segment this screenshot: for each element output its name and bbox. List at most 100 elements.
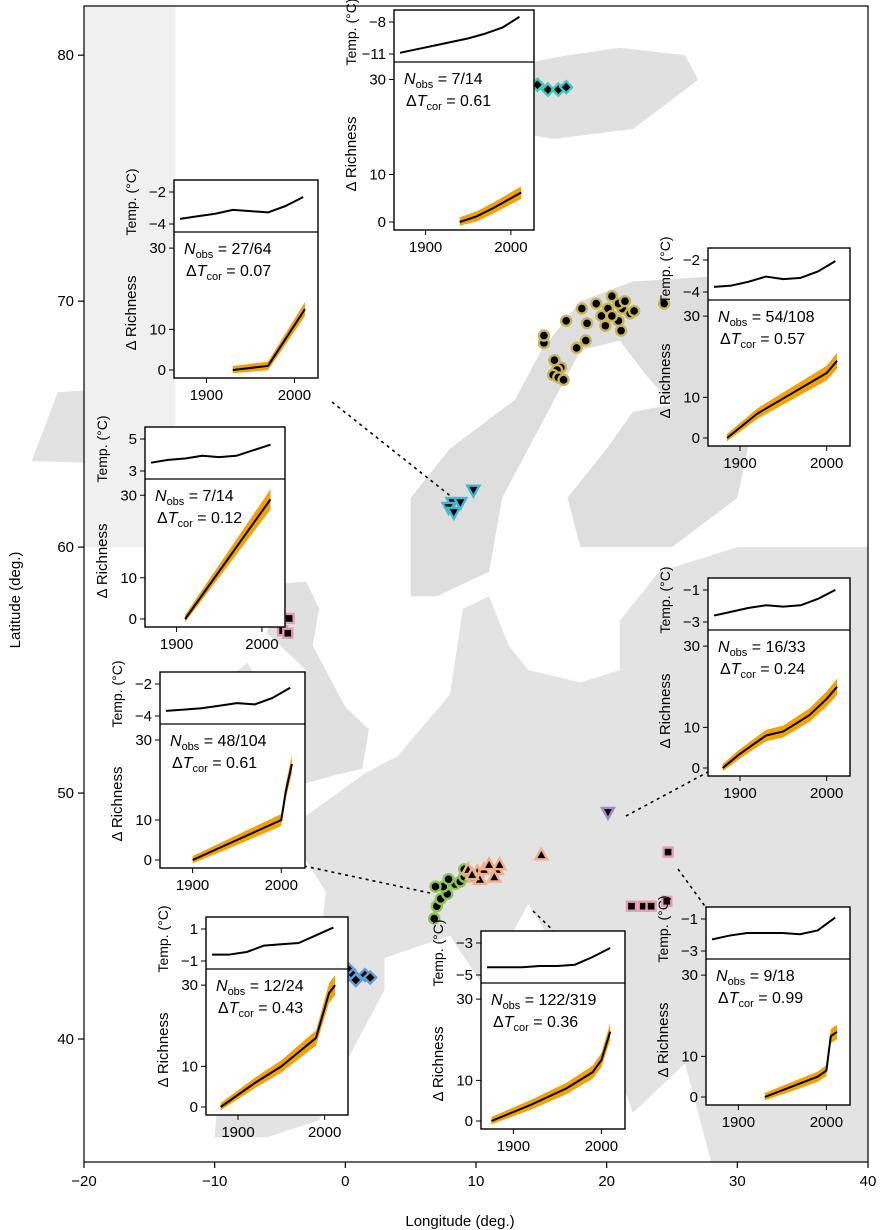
site-marker-carpathians_south <box>661 895 673 907</box>
richness-axis-label: Δ Richness <box>155 1012 172 1087</box>
site-marker-eastern_alps <box>533 846 550 861</box>
temp-tick-label: 5 <box>129 431 137 448</box>
temp-tick-label: −3 <box>681 943 698 960</box>
richness-line <box>726 360 838 439</box>
inset-dtcor: ΔTcor = 0.99 <box>718 990 803 1010</box>
richness-line <box>764 1031 838 1098</box>
temperature-line <box>179 196 304 220</box>
site-marker-scandes_south <box>465 484 482 500</box>
site-marker-pyrenees <box>362 969 378 986</box>
site-marker-scandes_north <box>575 302 589 315</box>
temp-tick-label: −4 <box>135 708 152 725</box>
connector-line <box>303 865 431 894</box>
richness-tick-label: 10 <box>149 321 166 338</box>
connector-line <box>331 401 454 499</box>
richness-band <box>232 301 305 374</box>
x-tick-label: 0 <box>341 1173 349 1190</box>
richness-tick-label: 10 <box>683 719 700 736</box>
richness-line <box>184 498 272 620</box>
site-marker-scandes_north <box>627 304 641 318</box>
temperature-line <box>711 916 836 941</box>
temp-tick-label: −11 <box>362 46 386 63</box>
year-tick-label: 2000 <box>308 1124 341 1141</box>
richness-line <box>459 191 522 223</box>
richness-tick-label: 30 <box>681 967 698 984</box>
temperature-line <box>399 15 521 54</box>
x-tick-label: 40 <box>860 1173 877 1190</box>
richness-axis-label: Δ Richness <box>657 673 674 748</box>
temp-tick-label: −1 <box>181 953 198 970</box>
year-tick-label: 1900 <box>176 877 209 894</box>
year-tick-label: 2000 <box>810 455 843 472</box>
richness-axis-label: Δ Richness <box>94 523 111 598</box>
richness-band <box>764 1024 837 1101</box>
site-marker-eastern_alps <box>481 855 498 871</box>
inset-nobs: Nobs = 48/104 <box>170 733 267 753</box>
site-marker-scandes_south <box>445 506 462 522</box>
y-tick-label: 50 <box>57 785 74 802</box>
temp-axis-label: Temp. (°C) <box>343 0 359 66</box>
inset-nobs: Nobs = 9/18 <box>716 968 795 988</box>
site-marker-scandes_north <box>570 341 583 355</box>
inset-nobs: Nobs = 12/24 <box>216 978 304 998</box>
temp-tick-label: −5 <box>456 967 473 984</box>
year-tick-label: 1900 <box>497 1138 530 1155</box>
richness-line <box>232 308 306 371</box>
temp-tick-label: −3 <box>456 935 473 952</box>
richness-line <box>192 763 293 861</box>
inset-dtcor: ΔTcor = 0.57 <box>720 331 805 351</box>
y-tick-label: 60 <box>57 539 74 556</box>
inset-dtcor: ΔTcor = 0.61 <box>172 755 257 775</box>
temp-axis-label: Temp. (°C) <box>430 919 446 986</box>
site-marker-carpathians_north <box>599 806 617 822</box>
richness-tick-label: 10 <box>681 1048 698 1065</box>
site-marker-scandes_north <box>590 297 603 310</box>
x-tick-label: −10 <box>202 1173 227 1190</box>
richness-axis-label: Δ Richness <box>655 1002 672 1077</box>
x-tick-label: 10 <box>468 1173 485 1190</box>
inset-dtcor: ΔTcor = 0.36 <box>493 1014 578 1034</box>
site-marker-carpathians_south <box>645 900 657 912</box>
site-marker-scandes_south <box>452 496 469 512</box>
temp-tick-label: −2 <box>683 252 700 269</box>
richness-tick-label: 30 <box>149 240 166 257</box>
site-marker-eastern_alps <box>491 855 508 871</box>
land-scandinavia <box>410 276 764 597</box>
richness-tick-label: 0 <box>692 430 700 447</box>
land-svalbard <box>489 47 699 139</box>
temp-tick-label: 3 <box>129 463 137 480</box>
site-marker-scotland <box>283 612 295 625</box>
temperature-line <box>212 926 334 956</box>
inset-nobs: Nobs = 27/64 <box>184 241 272 261</box>
y-tick-label: 80 <box>57 47 74 64</box>
site-marker-scotland <box>282 627 294 639</box>
site-marker-carpathians_south <box>625 900 638 912</box>
year-tick-label: 2000 <box>265 877 298 894</box>
y-tick-label: 70 <box>57 293 74 310</box>
richness-tick-label: 10 <box>683 389 700 406</box>
y-axis-title: Latitude (deg.) <box>7 552 24 649</box>
site-marker-scandes_north <box>657 297 671 310</box>
connector-lines <box>303 401 709 939</box>
inset-dtcor: ΔTcor = 0.07 <box>186 263 271 283</box>
richness-tick-label: 30 <box>683 308 700 325</box>
temperature-line <box>713 588 836 617</box>
temp-tick-label: 1 <box>190 921 198 938</box>
temp-tick-label: −4 <box>683 284 700 301</box>
richness-tick-label: 30 <box>181 977 198 994</box>
richness-tick-label: 0 <box>129 611 137 628</box>
temp-tick-label: −8 <box>369 14 386 31</box>
site-marker-scandes_north <box>537 329 551 342</box>
year-tick-label: 1900 <box>722 1114 755 1131</box>
richness-tick-label: 10 <box>456 1072 473 1089</box>
site-marker-western_alps <box>442 872 455 886</box>
site-marker-scandes_north <box>599 319 612 332</box>
site-marker-eastern_alps <box>464 865 481 881</box>
